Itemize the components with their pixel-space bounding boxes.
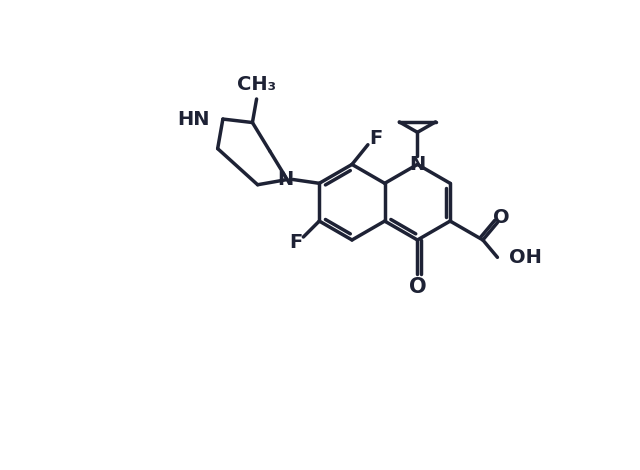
- Text: F: F: [289, 234, 302, 252]
- Text: N: N: [277, 170, 293, 189]
- Text: F: F: [369, 129, 383, 148]
- Text: O: O: [493, 208, 509, 227]
- Text: O: O: [408, 277, 426, 297]
- Text: OH: OH: [509, 248, 542, 267]
- Text: HN: HN: [177, 110, 210, 129]
- Text: CH₃: CH₃: [237, 75, 276, 94]
- Text: N: N: [410, 155, 426, 174]
